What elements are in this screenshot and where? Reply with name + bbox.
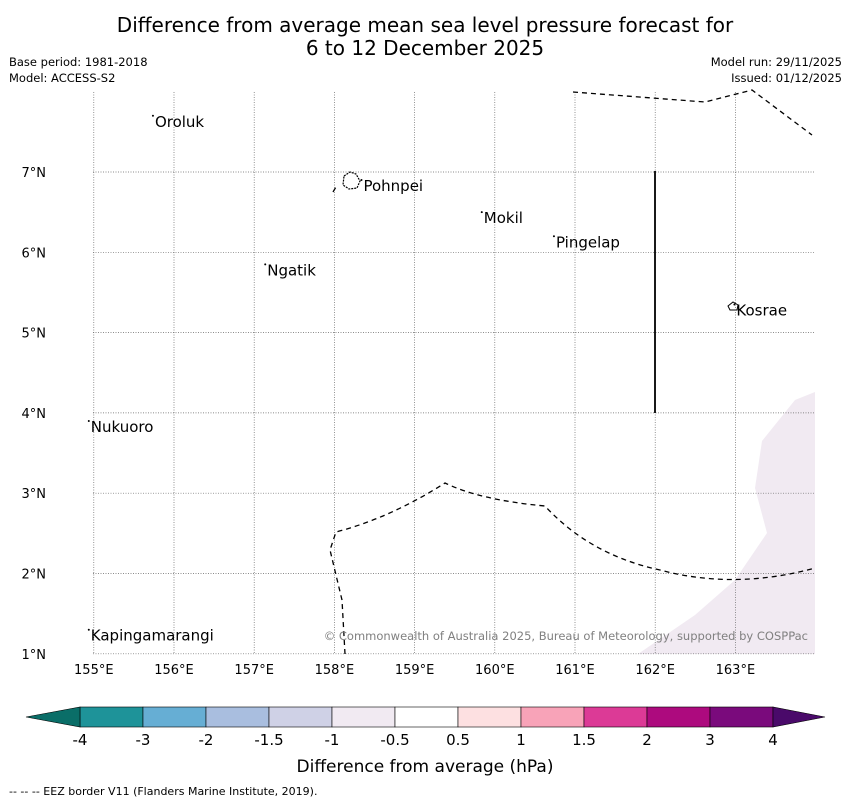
colorbar-swatch bbox=[394, 706, 459, 728]
place-label-pohnpei: Pohnpei bbox=[363, 177, 423, 195]
colorbar-swatch bbox=[457, 706, 522, 728]
lon-tick-label: 159°E bbox=[395, 663, 435, 678]
lat-tick-label: 2°N bbox=[22, 568, 47, 583]
lat-tick-label: 3°N bbox=[22, 487, 47, 502]
colorbar-tick-label: -4 bbox=[73, 731, 88, 749]
island-marker bbox=[360, 179, 363, 182]
place-label-kapingamarangi: Kapingamarangi bbox=[91, 627, 214, 645]
eez-border-north bbox=[572, 89, 813, 136]
lon-tick-label: 160°E bbox=[475, 663, 515, 678]
colorbar-tick-label: -3 bbox=[136, 731, 151, 749]
map-title: Difference from average mean sea level p… bbox=[0, 14, 850, 60]
axis-tick-labels: 155°E 156°E 157°E 158°E 159°E 160°E 161°E 162°E… bbox=[22, 166, 756, 678]
island-marker bbox=[552, 235, 555, 238]
title-line-1: Difference from average mean sea level p… bbox=[116, 13, 734, 37]
gridlines bbox=[93, 92, 815, 655]
colorbar-tick-label: -1.5 bbox=[254, 731, 283, 749]
island-marker bbox=[733, 303, 736, 306]
island-marker bbox=[151, 114, 154, 117]
colorbar-swatch bbox=[205, 706, 270, 728]
colorbar-swatch bbox=[709, 706, 774, 728]
lon-tick-label: 155°E bbox=[74, 663, 114, 678]
colorbar-swatch bbox=[646, 706, 711, 728]
place-label-pingelap: Pingelap bbox=[556, 233, 620, 251]
lat-tick-label: 4°N bbox=[22, 407, 47, 422]
colorbar-swatch bbox=[520, 706, 585, 728]
place-label-kosrae: Kosrae bbox=[736, 302, 787, 320]
colorbar-tick-label: 1 bbox=[516, 731, 526, 749]
place-label-ngatik: Ngatik bbox=[267, 261, 316, 279]
title-line-2: 6 to 12 December 2025 bbox=[305, 36, 545, 60]
colorbar-tick-label: 2 bbox=[642, 731, 652, 749]
eez-border-south bbox=[329, 482, 816, 655]
colorbar-swatch bbox=[583, 706, 648, 728]
colorbar-swatch bbox=[142, 706, 207, 728]
lon-tick-label: 161°E bbox=[555, 663, 595, 678]
colorbar-swatch bbox=[268, 706, 333, 728]
map-plot-area: Oroluk Pohnpei Mokil Pingelap Ngatik Kosrae Nu… bbox=[22, 89, 816, 678]
colorbar-swatch bbox=[79, 706, 144, 728]
lon-tick-label: 157°E bbox=[234, 663, 274, 678]
place-labels: Oroluk Pohnpei Mokil Pingelap Ngatik Kosrae Nu… bbox=[87, 113, 787, 645]
colorbar-label: Difference from average (hPa) bbox=[297, 757, 554, 777]
place-label-mokil: Mokil bbox=[484, 209, 523, 227]
island-marker bbox=[87, 628, 90, 631]
lon-tick-label: 156°E bbox=[154, 663, 194, 678]
lat-tick-label: 5°N bbox=[22, 327, 47, 342]
colorbar-tick-label: 3 bbox=[705, 731, 715, 749]
colorbar-tick-label: 1.5 bbox=[572, 731, 596, 749]
place-label-oroluk: Oroluk bbox=[155, 113, 204, 131]
model-name: Model: ACCESS-S2 bbox=[9, 71, 116, 85]
meta-left: Base period: 1981-2018 Model: ACCESS-S2 bbox=[9, 54, 148, 86]
lon-tick-label: 162°E bbox=[635, 663, 675, 678]
meta-right: Model run: 29/11/2025 Issued: 01/12/2025 bbox=[711, 54, 842, 86]
model-run: Model run: 29/11/2025 bbox=[710, 55, 842, 69]
colorbar: -4 -3 -2 -1.5 -1 -0.5 0.5 1 1.5 2 3 4 bbox=[25, 706, 826, 749]
issued-date: Issued: 01/12/2025 bbox=[731, 71, 842, 85]
eez-border-pohnpei-stub bbox=[332, 186, 337, 193]
island-marker bbox=[480, 211, 483, 214]
colorbar-tick-label: -0.5 bbox=[380, 731, 409, 749]
colorbar-under-triangle bbox=[25, 706, 81, 728]
colorbar-tick-label: 0.5 bbox=[446, 731, 470, 749]
island-marker bbox=[264, 263, 267, 266]
lat-tick-label: 7°N bbox=[22, 166, 47, 181]
lat-tick-label: 1°N bbox=[22, 648, 47, 663]
eez-footnote: -- -- -- EEZ border V11 (Flanders Marine… bbox=[9, 785, 318, 798]
colorbar-swatch bbox=[331, 706, 396, 728]
copyright-notice: © Commonwealth of Australia 2025, Bureau… bbox=[324, 629, 808, 643]
colorbar-tick-label: -1 bbox=[325, 731, 340, 749]
kosrae-island-outline bbox=[727, 301, 739, 311]
island-marker bbox=[87, 419, 90, 422]
pohnpei-island-outline bbox=[342, 171, 361, 190]
colorbar-over-triangle bbox=[772, 706, 826, 728]
colorbar-tick-label: -2 bbox=[199, 731, 214, 749]
colorbar-tick-label: 4 bbox=[768, 731, 778, 749]
lon-tick-label: 158°E bbox=[315, 663, 355, 678]
lon-tick-label: 163°E bbox=[716, 663, 756, 678]
eez-borders bbox=[329, 89, 816, 655]
pressure-anomaly-shading bbox=[638, 392, 815, 654]
place-label-nukuoro: Nukuoro bbox=[91, 418, 154, 436]
base-period: Base period: 1981-2018 bbox=[9, 55, 148, 69]
lat-tick-label: 6°N bbox=[22, 246, 47, 261]
